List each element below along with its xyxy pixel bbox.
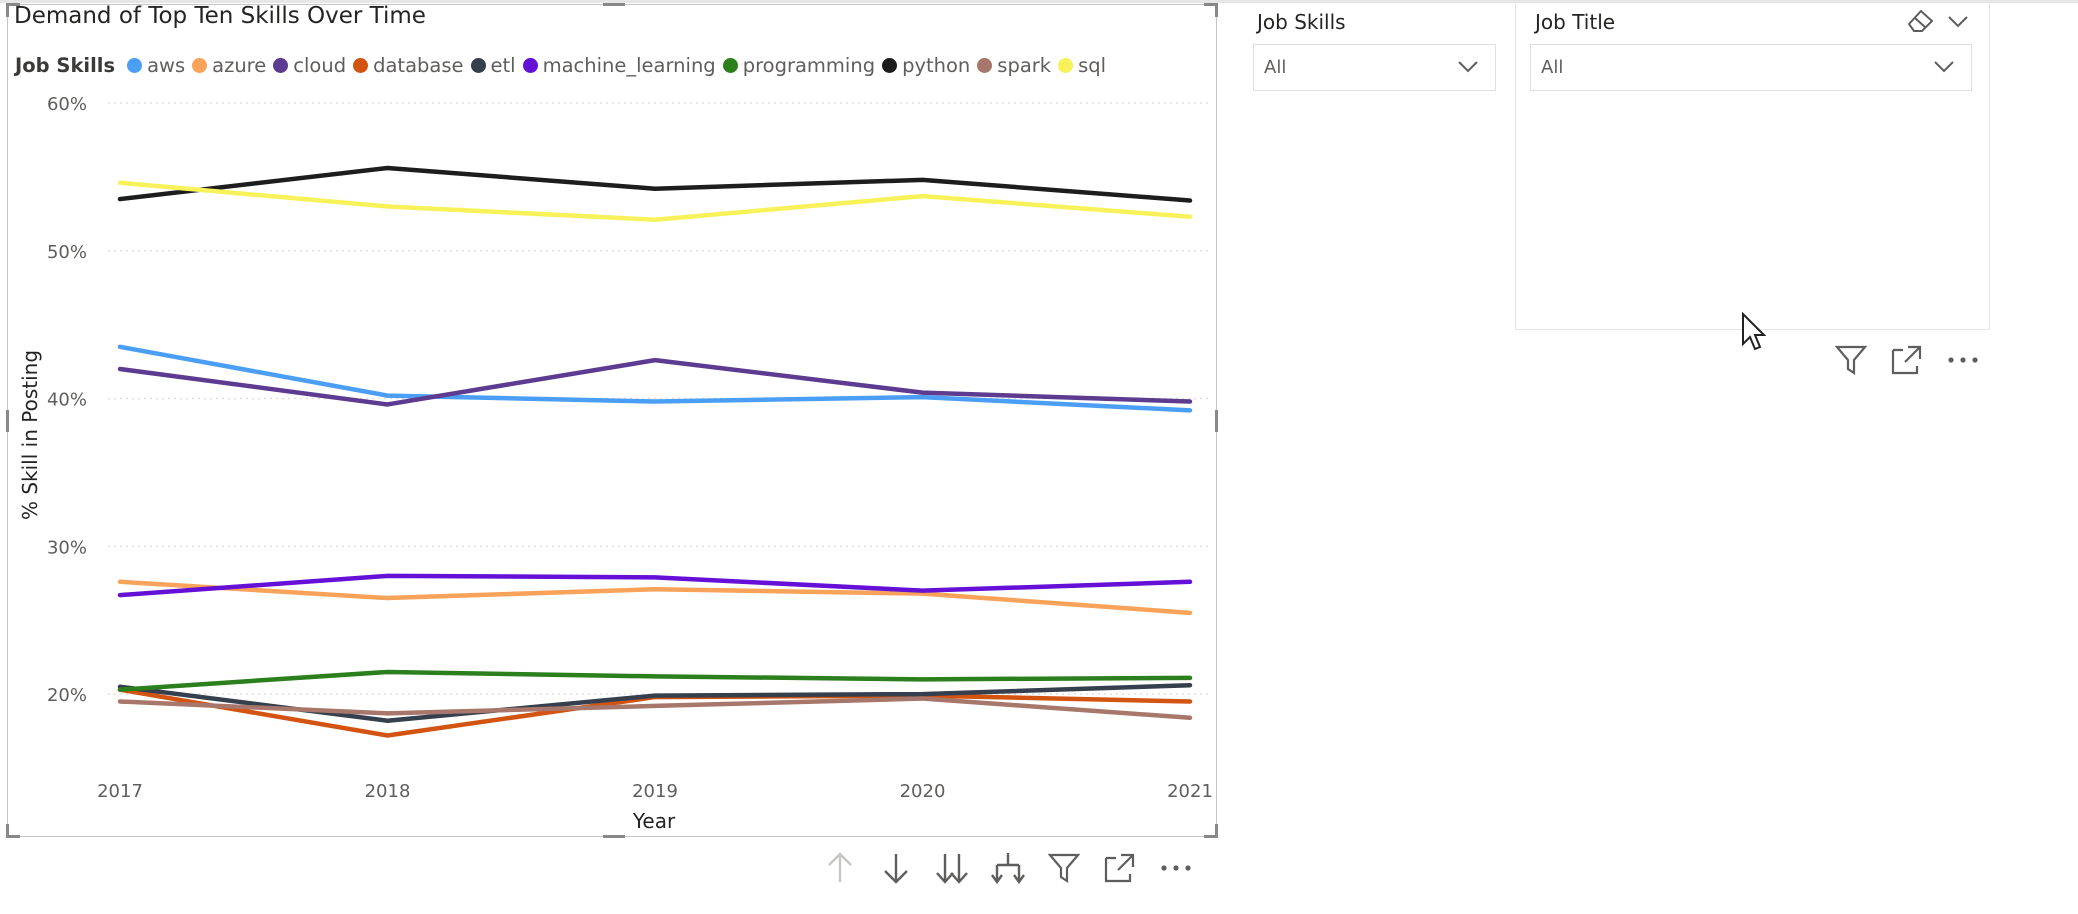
legend-items: aws azure cloud database etl machine_learning… <box>127 54 1113 77</box>
y-axis-label: % Skill in Posting <box>18 350 42 520</box>
y-tick-label: 50% <box>47 242 87 263</box>
double-arrow-down-icon[interactable] <box>924 846 980 890</box>
legend-item-python[interactable]: python <box>882 54 970 77</box>
canvas-top-rule <box>0 0 2078 3</box>
legend-label: python <box>902 53 971 77</box>
series-line-python <box>117 165 1193 203</box>
legend-label: cloud <box>293 53 347 77</box>
x-tick-label: 2020 <box>900 781 946 802</box>
legend-label: etl <box>490 53 516 77</box>
legend-item-aws[interactable]: aws <box>127 54 185 77</box>
legend-label: database <box>373 53 464 77</box>
legend-label: programming <box>742 53 876 77</box>
filter-icon[interactable] <box>1036 846 1092 890</box>
legend-item-machine-learning[interactable]: machine_learning <box>522 53 716 77</box>
job-title-slicer-title: Job Title <box>1535 10 1616 34</box>
resize-handle-top-right[interactable] <box>1204 3 1218 6</box>
legend-marker <box>882 57 898 73</box>
legend-item-etl[interactable]: etl <box>470 53 516 77</box>
resize-handle-top-left[interactable] <box>6 3 9 17</box>
x-tick-label: 2018 <box>365 781 411 802</box>
resize-handle-left-middle[interactable] <box>6 410 9 432</box>
slicer-visual-toolbar <box>1823 338 1991 382</box>
legend-marker <box>522 57 538 73</box>
chart-title: Demand of Top Ten Skills Over Time <box>14 3 426 29</box>
legend-marker <box>127 57 143 73</box>
arrow-up-icon[interactable] <box>812 846 868 890</box>
mouse-pointer-icon <box>1741 311 1767 356</box>
resize-handle-bottom-center[interactable] <box>603 835 625 838</box>
resize-handle-top-center[interactable] <box>603 3 625 6</box>
y-tick-label: 20% <box>47 685 87 706</box>
focus-mode-icon[interactable] <box>1879 338 1935 382</box>
series-line-cloud <box>117 357 1193 407</box>
chevron-down-icon[interactable] <box>1947 14 1969 33</box>
job-skills-dropdown-value: All <box>1264 57 1287 78</box>
x-axis-label: Year <box>632 809 676 833</box>
series-line-machine-learning <box>117 573 1193 598</box>
series-line-aws <box>117 344 1193 413</box>
legend-marker <box>1058 57 1074 73</box>
legend-item-sql[interactable]: sql <box>1058 54 1106 77</box>
job-title-slicer[interactable]: Job Title All <box>1515 0 1990 330</box>
resize-handle-right-middle[interactable] <box>1215 410 1218 432</box>
y-tick-label: 30% <box>47 537 87 558</box>
resize-handle-top-left[interactable] <box>6 3 20 6</box>
chart-visual-toolbar <box>812 846 1204 890</box>
legend-item-programming[interactable]: programming <box>722 53 876 77</box>
x-tick-label: 2021 <box>1167 781 1213 802</box>
series-line-sql <box>117 180 1193 222</box>
resize-handle-bottom-right[interactable] <box>1204 835 1218 838</box>
legend-item-database[interactable]: database <box>353 53 464 77</box>
job-skills-slicer-title: Job Skills <box>1257 10 1346 34</box>
filter-icon[interactable] <box>1823 338 1879 382</box>
more-options-icon[interactable] <box>1148 846 1204 890</box>
resize-handle-bottom-left[interactable] <box>6 835 20 838</box>
resize-handle-top-right[interactable] <box>1215 3 1218 17</box>
legend-marker <box>192 57 208 73</box>
legend-title: Job Skills <box>15 53 116 77</box>
chevron-down-icon <box>1457 59 1479 78</box>
resize-handle-bottom-right[interactable] <box>1215 824 1218 838</box>
series-line-spark <box>117 696 1193 721</box>
eraser-icon[interactable] <box>1905 8 1935 38</box>
legend-marker <box>273 57 289 73</box>
y-tick-label: 60% <box>47 94 87 115</box>
series-line-programming <box>117 669 1193 692</box>
job-skills-dropdown[interactable]: All <box>1253 44 1496 91</box>
x-tick-label: 2019 <box>632 781 678 802</box>
legend-marker <box>353 57 369 73</box>
focus-mode-icon[interactable] <box>1092 846 1148 890</box>
series-line-azure <box>117 579 1193 616</box>
x-tick-label: 2017 <box>97 781 143 802</box>
chevron-down-icon <box>1933 59 1955 78</box>
job-title-dropdown-value: All <box>1541 57 1564 78</box>
chart-legend: Job Skills aws azure cloud database etl machi… <box>15 50 1113 80</box>
legend-item-spark[interactable]: spark <box>977 54 1051 77</box>
resize-handle-bottom-left[interactable] <box>6 824 9 838</box>
legend-label: sql <box>1078 53 1107 77</box>
y-tick-label: 40% <box>47 390 87 411</box>
line-chart-visual[interactable] <box>6 3 1218 838</box>
legend-item-cloud[interactable]: cloud <box>273 54 346 77</box>
job-title-dropdown[interactable]: All <box>1530 44 1972 91</box>
legend-label: spark <box>997 53 1052 77</box>
legend-marker <box>722 57 738 73</box>
legend-label: azure <box>212 53 267 77</box>
legend-item-azure[interactable]: azure <box>192 54 266 77</box>
legend-label: machine_learning <box>542 53 716 77</box>
job-skills-slicer[interactable]: Job Skills All <box>1250 0 1500 100</box>
more-options-icon[interactable] <box>1935 338 1991 382</box>
legend-label: aws <box>147 53 186 77</box>
legend-marker <box>977 57 993 73</box>
expand-hierarchy-icon[interactable] <box>980 846 1036 890</box>
legend-marker <box>470 57 486 73</box>
arrow-down-icon[interactable] <box>868 846 924 890</box>
